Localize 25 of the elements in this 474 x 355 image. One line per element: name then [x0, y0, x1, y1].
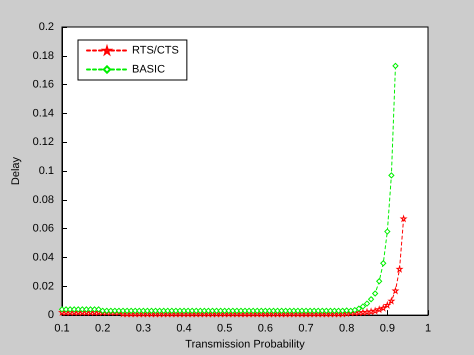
x-tick-label: 0.8: [339, 322, 354, 335]
y-tick-label: 0.16: [32, 78, 54, 91]
y-tick-label: 0.08: [32, 194, 54, 206]
y-tick-label: 0.18: [32, 50, 54, 62]
x-tick-label: 0.7: [298, 322, 314, 335]
y-tick-label: 0: [48, 309, 54, 322]
x-tick-label: 0.2: [95, 322, 110, 335]
legend-label: BASIC: [132, 64, 166, 76]
x-tick-label: 0.1: [54, 322, 70, 335]
y-tick-label: 0.02: [32, 280, 54, 292]
x-tick-label: 0.9: [380, 322, 395, 335]
x-tick-label: 0.6: [258, 322, 273, 335]
x-tick-label: 0.3: [136, 322, 151, 335]
y-tick-label: 0.14: [32, 107, 54, 120]
x-tick-label: 0.5: [217, 322, 232, 335]
legend-label: RTS/CTS: [132, 44, 179, 56]
y-axis-title: Delay: [10, 156, 22, 186]
x-axis-title: Transmission Probability: [185, 338, 306, 350]
y-tick-label: 0.1: [38, 165, 54, 178]
x-tick-label: 0.4: [176, 322, 192, 335]
y-tick-label: 0.04: [32, 251, 54, 264]
y-tick-label: 0.2: [38, 21, 54, 33]
y-tick-label: 0.12: [32, 136, 54, 148]
y-tick-label: 0.06: [32, 222, 54, 235]
x-tick-label: 1: [424, 322, 432, 335]
